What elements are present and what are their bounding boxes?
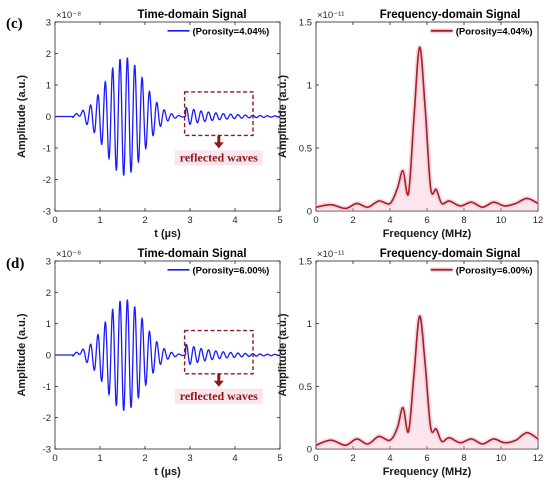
chart-title: Frequency-domain Signal	[380, 9, 521, 21]
y-tick-label: -3	[43, 445, 51, 456]
series-line	[315, 46, 539, 210]
x-axis-label: Frequency (MHz)	[383, 228, 472, 240]
legend-label: (Porosity=6.00%)	[193, 265, 270, 276]
x-tick-label: 5	[277, 453, 282, 464]
x-tick-label: 3	[187, 453, 192, 464]
y-tick-label: 0	[46, 351, 51, 362]
chart-4: 0 2 4 6 8 10 12 0 0.5 1 1.5 ×10⁻¹¹ Frequency-domain …	[277, 248, 543, 478]
chart-title: Time-domain Signal	[137, 248, 246, 260]
y-exponent-label: ×10⁻⁸	[56, 10, 81, 21]
x-tick-label: 4	[232, 453, 237, 464]
x-tick-label: 0	[52, 215, 57, 226]
chart-title: Frequency-domain Signal	[380, 248, 521, 260]
y-exponent-label: ×10⁻⁸	[56, 249, 81, 260]
y-tick-label: 2	[46, 288, 51, 299]
y-tick-label: 0.5	[299, 144, 312, 155]
y-axis-label: Amplitude (a.u.)	[16, 313, 28, 396]
y-tick-label: -1	[43, 382, 51, 393]
annotation-arrow-head	[213, 380, 224, 387]
x-tick-label: 1	[97, 453, 102, 464]
y-tick-label: 3	[46, 18, 51, 29]
chart-1: 0 1 2 3 4 5 -3 -2 -1 0 1 2 3 ×10⁻⁸ Time-domain Signal t…	[16, 9, 283, 240]
y-tick-label: -2	[43, 413, 51, 424]
series-line	[55, 57, 281, 176]
y-tick-label: 1	[307, 319, 312, 330]
y-tick-label: 1	[46, 319, 51, 330]
reflected-waves-label: reflected waves	[180, 150, 258, 164]
y-tick-label: 0	[307, 207, 312, 218]
y-exponent-label: ×10⁻¹¹	[317, 249, 344, 260]
y-tick-label: -3	[43, 207, 51, 218]
legend-label: (Porosity=4.04%)	[456, 26, 533, 37]
legend-label: (Porosity=4.04%)	[193, 26, 270, 37]
y-axis-label: Amplitude (a.u.)	[277, 313, 289, 396]
x-tick-label: 6	[424, 453, 429, 464]
x-tick-label: 2	[142, 215, 147, 226]
x-tick-label: 2	[350, 215, 355, 226]
y-tick-label: 2	[46, 49, 51, 60]
x-tick-label: 12	[533, 453, 544, 464]
y-tick-label: 1	[46, 81, 51, 92]
x-tick-label: 6	[424, 215, 429, 226]
x-tick-label: 4	[387, 215, 392, 226]
x-tick-label: 3	[187, 215, 192, 226]
x-tick-label: 1	[97, 215, 102, 226]
y-tick-label: 0	[307, 445, 312, 456]
reflected-waves-label: reflected waves	[180, 389, 258, 403]
series-line	[315, 315, 539, 447]
x-tick-label: 10	[496, 215, 507, 226]
legend-label: (Porosity=6.00%)	[456, 265, 533, 276]
y-tick-label: 1.5	[299, 257, 312, 268]
x-tick-label: 0	[313, 215, 318, 226]
x-tick-label: 2	[142, 453, 147, 464]
x-tick-label: 8	[461, 215, 466, 226]
y-tick-label: 1	[307, 81, 312, 92]
x-axis-label: t (µs)	[154, 466, 181, 478]
y-tick-label: 0	[46, 112, 51, 123]
y-tick-label: -2	[43, 175, 51, 186]
chart-2: 0 2 4 6 8 10 12 0 0.5 1 1.5 ×10⁻¹¹ Frequency-domain …	[277, 9, 543, 240]
series-line	[55, 299, 281, 411]
x-tick-label: 4	[232, 215, 237, 226]
y-tick-label: 3	[46, 257, 51, 268]
x-tick-label: 8	[461, 453, 466, 464]
panel-label-c: (c)	[6, 16, 23, 32]
x-tick-label: 5	[277, 215, 282, 226]
x-axis-label: t (µs)	[154, 228, 181, 240]
x-tick-label: 10	[496, 453, 507, 464]
y-tick-label: 1.5	[299, 18, 312, 29]
x-tick-label: 0	[313, 453, 318, 464]
annotation-arrow-head	[213, 142, 224, 149]
chart-3: 0 1 2 3 4 5 -3 -2 -1 0 1 2 3 ×10⁻⁸ Time-domain Signal t…	[16, 248, 283, 478]
y-tick-label: 0.5	[299, 382, 312, 393]
x-tick-label: 2	[350, 453, 355, 464]
panel-label-d: (d)	[6, 256, 24, 272]
x-tick-label: 0	[52, 453, 57, 464]
series-area	[316, 47, 538, 212]
annotation-bg	[174, 388, 263, 404]
y-exponent-label: ×10⁻¹¹	[317, 10, 344, 21]
chart-title: Time-domain Signal	[137, 9, 246, 21]
y-tick-label: -1	[43, 144, 51, 155]
x-axis-label: Frequency (MHz)	[383, 466, 472, 478]
y-axis-label: Amplitude (a.u.)	[16, 75, 28, 158]
x-tick-label: 4	[387, 453, 392, 464]
x-tick-label: 12	[533, 215, 544, 226]
y-axis-label: Amplitude (a.u.)	[277, 75, 289, 158]
series-area	[316, 316, 538, 449]
annotation-bg	[174, 150, 263, 166]
